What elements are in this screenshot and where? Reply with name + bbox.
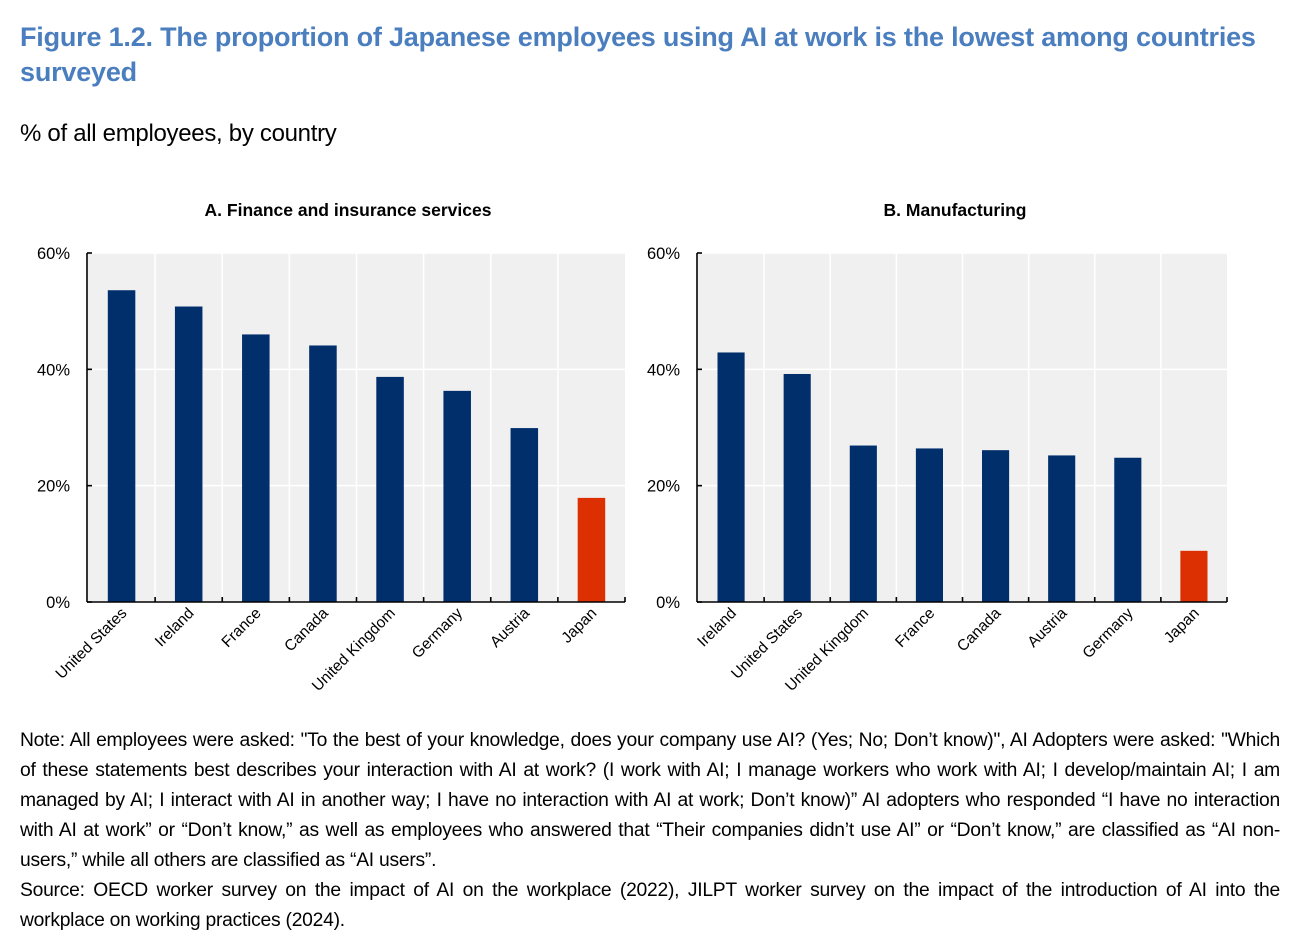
y-tick-label: 40% [647, 361, 680, 379]
bar [1048, 455, 1076, 602]
bar [376, 376, 404, 602]
bar [849, 445, 877, 602]
y-tick-label: 0% [656, 594, 680, 612]
panel-title: A. Finance and insurance services [205, 200, 492, 220]
x-tick-label: France [219, 605, 265, 651]
y-tick-label: 0% [46, 594, 70, 612]
source-text: Source: OECD worker survey on the impact… [20, 880, 1280, 931]
x-tick-label: Canada [954, 605, 1005, 656]
bar [717, 352, 745, 602]
y-tick-label: 20% [647, 478, 680, 496]
bar-highlight [577, 497, 606, 602]
bar [443, 390, 471, 602]
x-tick-label: Austria [487, 605, 533, 651]
x-tick-label: United States [53, 605, 131, 683]
x-tick-label: Japan [558, 605, 600, 647]
bar [309, 345, 337, 602]
bar [242, 334, 270, 602]
charts-svg: A. Finance and insurance services 0% 20% 4… [37, 200, 1228, 695]
bar [982, 450, 1010, 602]
panel-finance: A. Finance and insurance services 0% 20% 4… [37, 200, 626, 695]
figure-notes: Note: All employees were asked: "To the … [20, 726, 1280, 936]
bar [174, 306, 203, 602]
x-tick-label: Japan [1161, 605, 1203, 647]
panel-manufacturing: B. Manufacturing 0%20%40%60%IrelandUnite… [647, 200, 1228, 695]
x-tick-label: Germany [1080, 605, 1137, 662]
bar-highlight [1180, 550, 1208, 602]
y-tick-label: 20% [37, 478, 70, 496]
figure-title: Figure 1.2. The proportion of Japanese e… [20, 22, 1256, 87]
y-tick-label: 60% [647, 245, 680, 263]
bar [915, 448, 943, 602]
x-tick-label: Ireland [152, 605, 198, 651]
x-tick-label: Ireland [694, 605, 740, 651]
bar [783, 373, 811, 602]
note-text: Note: All employees were asked: "To the … [20, 730, 1280, 871]
y-tick-label: 40% [37, 361, 70, 379]
bar [510, 428, 539, 602]
panel-title: B. Manufacturing [884, 200, 1027, 220]
figure-subtitle: % of all employees, by country [20, 120, 337, 147]
x-tick-label: Canada [281, 605, 332, 656]
x-tick-label: Germany [409, 605, 466, 662]
x-tick-label: France [892, 605, 938, 651]
x-tick-label: Austria [1024, 605, 1070, 651]
bar [107, 290, 136, 602]
y-tick-label: 60% [37, 245, 70, 263]
bar [1114, 457, 1142, 602]
